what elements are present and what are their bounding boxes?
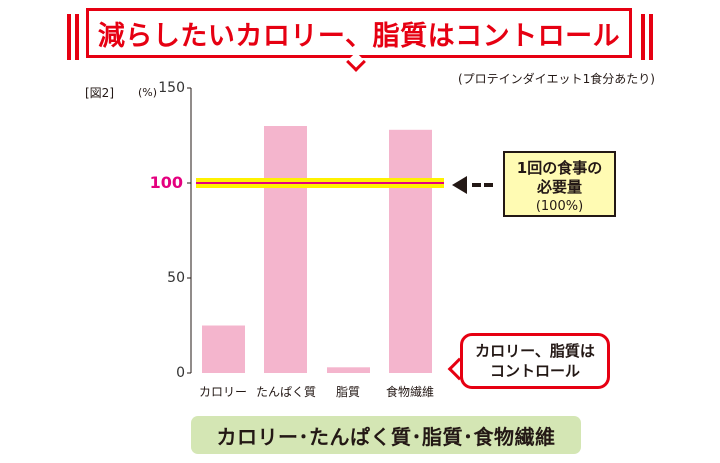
category-label: 食物繊維 (385, 385, 434, 399)
reference-line-label: 100 (149, 173, 183, 192)
banner-deco-bar-right (649, 14, 653, 60)
y-tick-label: 0 (176, 365, 185, 381)
bar-4 (389, 129, 432, 373)
target-box-line3: (100%) (535, 199, 584, 214)
banner-deco-bar-left-inner (75, 14, 79, 60)
figure-label: [図2] (85, 86, 114, 100)
category-label: カロリー (198, 385, 247, 399)
y-tick-label: 150 (158, 80, 185, 96)
unit-label: (%) (138, 86, 158, 99)
banner-deco-bar-left (67, 14, 71, 60)
bar-1 (202, 325, 245, 373)
serving-note: (プロテインダイエット1食分あたり) (458, 72, 655, 86)
callout-line1: カロリー、脂質は (475, 342, 595, 360)
category-label: 脂質 (335, 385, 360, 399)
category-label: たんぱく質 (255, 385, 316, 399)
target-box-line1: 1回の食事の (516, 159, 603, 177)
y-tick-label: 50 (167, 270, 185, 286)
banner-deco-bar-right-inner (641, 14, 645, 60)
dashed-left-arrow-icon (452, 176, 493, 194)
target-box-line2: 必要量 (536, 178, 582, 196)
banner-title: 減らしたいカロリー、脂質はコントロール (97, 20, 621, 52)
bar-3 (327, 367, 370, 373)
bar-2 (264, 126, 307, 373)
footer-category-list: カロリー･たんぱく質･脂質･食物繊維 (191, 416, 581, 454)
callout-bubble: カロリー、脂質は コントロール (460, 333, 610, 389)
callout-line2: コントロール (489, 362, 580, 380)
target-box: 1回の食事の 必要量 (100%) (503, 151, 616, 217)
